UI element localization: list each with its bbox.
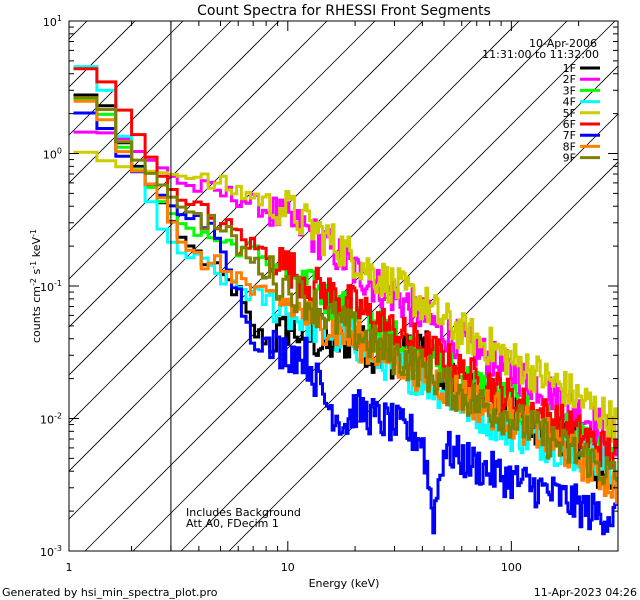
y-tick-exponent: 1 (57, 14, 62, 23)
y-tick-base: 10 (40, 414, 54, 427)
legend-label-6F: 6F (563, 118, 576, 131)
hatch-line (180, 113, 618, 551)
legend-label-3F: 3F (563, 84, 576, 97)
y-label-mid: s (30, 268, 43, 277)
legend-label-8F: 8F (563, 140, 576, 153)
legend-label-9F: 9F (563, 152, 576, 165)
annotation-attenuator: Att A0, FDecim 1 (186, 517, 279, 530)
time-range-label: 11:31:00 to 11:32:00 (482, 48, 599, 61)
series-6F (73, 67, 618, 469)
y-tick-label: 10-2 (40, 412, 62, 427)
series-7F (73, 111, 618, 536)
y-tick-exponent: -1 (54, 279, 62, 288)
y-axis-label: counts cm-2 s-1 keV-1 (29, 229, 43, 343)
series-5F (73, 150, 618, 443)
hatch-line (69, 21, 424, 376)
y-tick-exponent: -2 (54, 412, 62, 421)
legend-label-5F: 5F (563, 107, 576, 120)
hatch-line (69, 21, 280, 232)
y-label-base: counts cm (30, 286, 43, 343)
x-tick-label: 10 (281, 561, 295, 574)
legend-label-7F: 7F (563, 129, 576, 142)
y-tick-label: 101 (43, 14, 62, 29)
legend-label-4F: 4F (563, 96, 576, 109)
hatch-line (132, 65, 618, 551)
y-label-exp2: -1 (29, 261, 38, 269)
y-tick-base: 10 (43, 149, 57, 162)
x-axis-label: Energy (keV) (309, 577, 380, 590)
y-tick-base: 10 (43, 16, 57, 29)
hatch-line (228, 161, 618, 551)
generated-by-label: Generated by hsi_min_spectra_plot.pro (2, 586, 218, 599)
y-tick-exponent: -3 (54, 544, 62, 553)
y-tick-exponent: 0 (57, 147, 62, 156)
x-tick-label: 100 (501, 561, 522, 574)
y-tick-base: 10 (40, 546, 54, 559)
hatch-line (69, 21, 184, 136)
hatch-line (69, 21, 328, 280)
y-label-tail: keV (30, 237, 43, 261)
chart-title: Count Spectra for RHESSI Front Segments (197, 3, 491, 19)
hatch-line (69, 21, 232, 184)
annotation-background: Includes Background (186, 506, 301, 519)
y-tick-label: 10-3 (40, 544, 62, 559)
timestamp-label: 11-Apr-2023 04:26 (534, 586, 637, 599)
y-label-exp1: -2 (29, 278, 38, 286)
y-tick-label: 100 (43, 147, 62, 162)
x-tick-label: 1 (66, 561, 73, 574)
y-tick-label: 10-1 (40, 279, 62, 294)
series-9F (73, 96, 618, 485)
hatch-line (69, 21, 376, 328)
date-label: 10-Apr-2006 (529, 37, 597, 50)
y-tick-base: 10 (40, 281, 54, 294)
legend-label-2F: 2F (563, 73, 576, 86)
legend-label-1F: 1F (563, 62, 576, 75)
hatch-line (69, 21, 136, 88)
y-label-exp3: -1 (29, 229, 38, 237)
series-layer (73, 65, 618, 536)
